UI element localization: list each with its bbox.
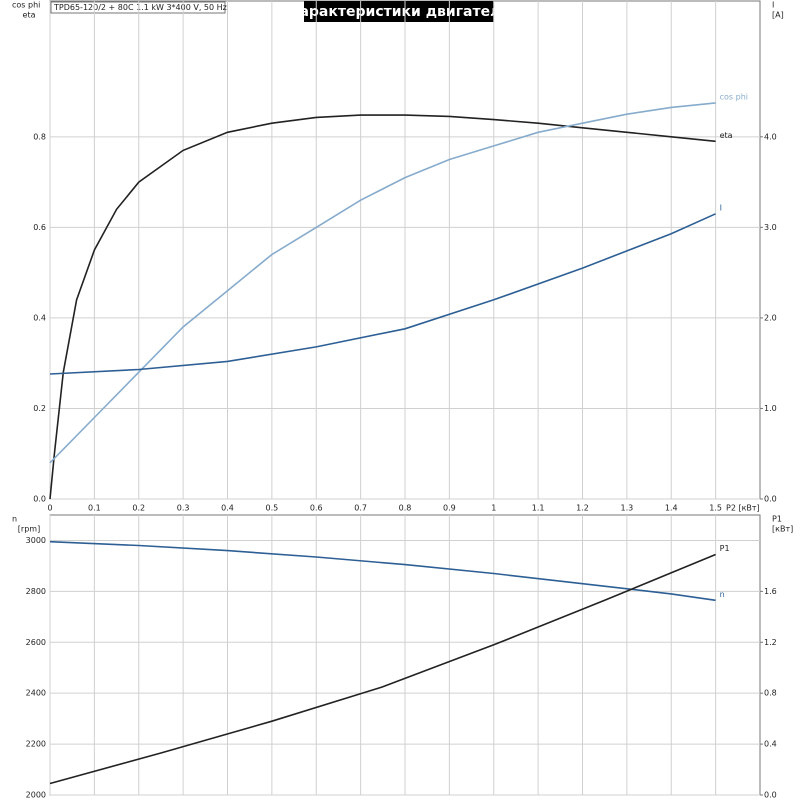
y-tick-label: 0.4 — [33, 313, 46, 322]
x-tick-label: 0.1 — [88, 504, 101, 513]
x-tick-label: 0.2 — [132, 504, 145, 513]
x-tick-label: 0 — [47, 504, 52, 513]
y-axis-label: n — [12, 515, 17, 524]
y2-tick-label: 0.0 — [764, 495, 777, 504]
y2-axis-label: P1 — [772, 515, 782, 524]
y-tick-label: 0.8 — [33, 132, 46, 141]
subtitle-box — [50, 1, 226, 14]
x-tick-label: 0.3 — [177, 504, 190, 513]
y-axis-label: [rpm] — [18, 525, 40, 534]
y2-tick-label: 4.0 — [764, 132, 777, 141]
y2-tick-label: 1.2 — [764, 638, 777, 647]
y2-tick-label: 1.0 — [764, 404, 777, 413]
series-label: eta — [720, 131, 733, 140]
x-tick-label: 0.7 — [354, 504, 367, 513]
y2-tick-label: 2.0 — [764, 313, 777, 322]
y-tick-label: 2800 — [26, 587, 46, 596]
series-label: cos phi — [720, 92, 748, 101]
series-line — [49, 540, 716, 602]
y-axis-label: eta — [23, 11, 36, 20]
y2-tick-label: 0.8 — [764, 689, 777, 698]
y-tick-label: 0.6 — [33, 223, 46, 232]
series-label: n — [720, 590, 725, 599]
x-tick-label: 0.4 — [221, 504, 234, 513]
y-axis-label: cos phi — [12, 1, 40, 10]
y-tick-label: 2000 — [26, 791, 46, 800]
y2-tick-label: 0.4 — [764, 740, 777, 749]
x-tick-label: 0.9 — [443, 504, 456, 513]
x-tick-label: 0.6 — [310, 504, 323, 513]
x-tick-label: 1.1 — [532, 504, 545, 513]
y2-axis-label: [кВт] — [772, 525, 793, 534]
series-line — [49, 114, 716, 500]
x-tick-label: 1.3 — [621, 504, 634, 513]
x-tick-label: 0.5 — [266, 504, 279, 513]
y2-axis-label: [A] — [772, 11, 784, 20]
x-tick-label: 1 — [491, 504, 496, 513]
y-tick-label: 3000 — [26, 536, 46, 545]
y-tick-label: 2400 — [26, 689, 46, 698]
series-label: P1 — [720, 544, 730, 553]
x-axis-label: P2 [кВт] — [726, 504, 760, 513]
series-line — [49, 102, 716, 464]
series-label: I — [720, 203, 722, 212]
chart-title: Характеристики двигателя — [289, 4, 510, 20]
y2-tick-label: 1.6 — [764, 587, 777, 596]
y-tick-label: 0.2 — [33, 404, 46, 413]
series-line — [49, 213, 716, 375]
y-tick-label: 0.0 — [33, 495, 46, 504]
y2-tick-label: 0.0 — [764, 791, 777, 800]
x-tick-label: 1.2 — [576, 504, 589, 513]
title-box — [304, 1, 494, 22]
x-tick-label: 1.5 — [709, 504, 722, 513]
subtitle: TPD65-120/2 + 80C 1.1 kW 3*400 V, 50 Hz — [53, 3, 227, 12]
y2-axis-label: I — [772, 1, 774, 10]
y-tick-label: 2200 — [26, 740, 46, 749]
y2-tick-label: 3.0 — [764, 223, 777, 232]
x-tick-label: 0.8 — [399, 504, 412, 513]
y-tick-label: 2600 — [26, 638, 46, 647]
series-line — [49, 553, 716, 785]
x-tick-label: 1.4 — [665, 504, 678, 513]
